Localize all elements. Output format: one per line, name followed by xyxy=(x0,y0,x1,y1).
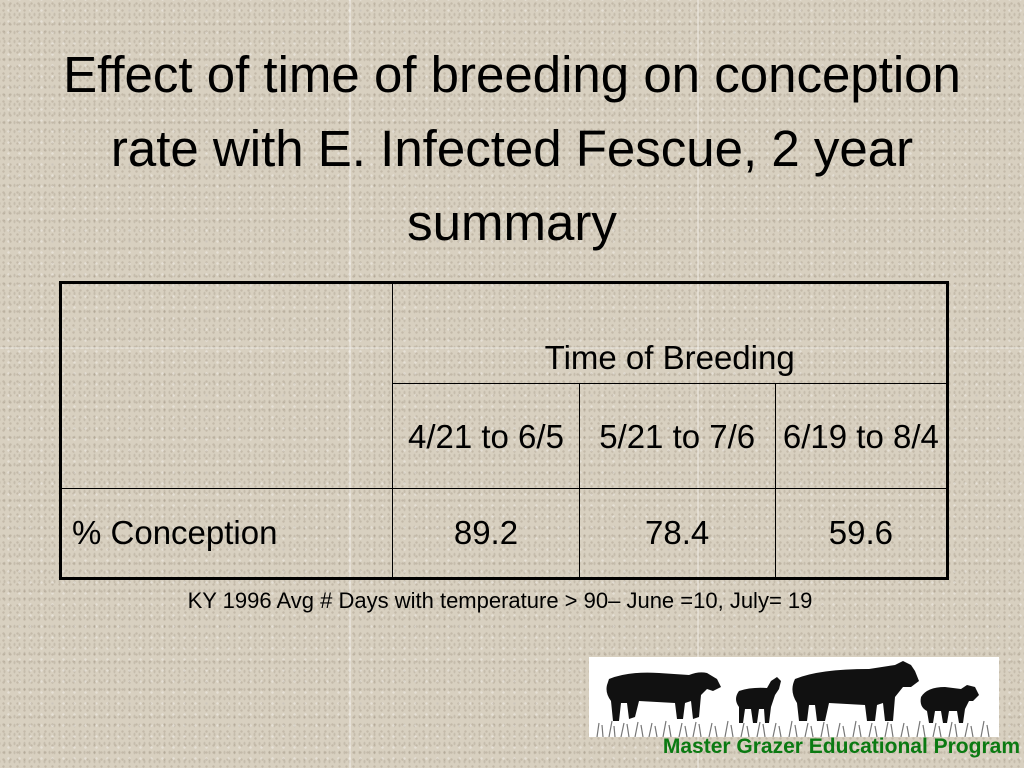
period-header-row: 4/21 to 6/5 5/21 to 7/6 6/19 to 8/4 xyxy=(61,383,949,489)
livestock-logo xyxy=(589,657,999,737)
conception-value-2: 78.4 xyxy=(578,488,776,579)
temperature-footnote: KY 1996 Avg # Days with temperature > 90… xyxy=(187,588,813,613)
period-header-2: 5/21 to 7/6 xyxy=(578,383,776,489)
table-row: % Conception 89.2 78.4 59.6 xyxy=(59,488,949,579)
logo-caption: Master Grazer Educational Program xyxy=(662,735,1020,758)
table-header-row: Time of Breeding xyxy=(59,282,948,489)
conception-value-1: 89.2 xyxy=(392,488,580,579)
slide-title: Effect of time of breeding on conception… xyxy=(63,46,961,251)
conception-value-3: 59.6 xyxy=(774,488,949,579)
livestock-silhouettes-icon xyxy=(596,661,990,737)
time-of-breeding-header: Time of Breeding xyxy=(392,282,948,384)
period-header-1: 4/21 to 6/5 xyxy=(392,383,580,489)
row-label-conception: % Conception xyxy=(59,488,394,579)
period-header-3: 6/19 to 8/4 xyxy=(774,383,949,489)
conception-table: Time of Breeding 4/21 to 6/5 5/21 to 7/6… xyxy=(59,281,949,580)
table-corner-cell xyxy=(59,282,394,489)
